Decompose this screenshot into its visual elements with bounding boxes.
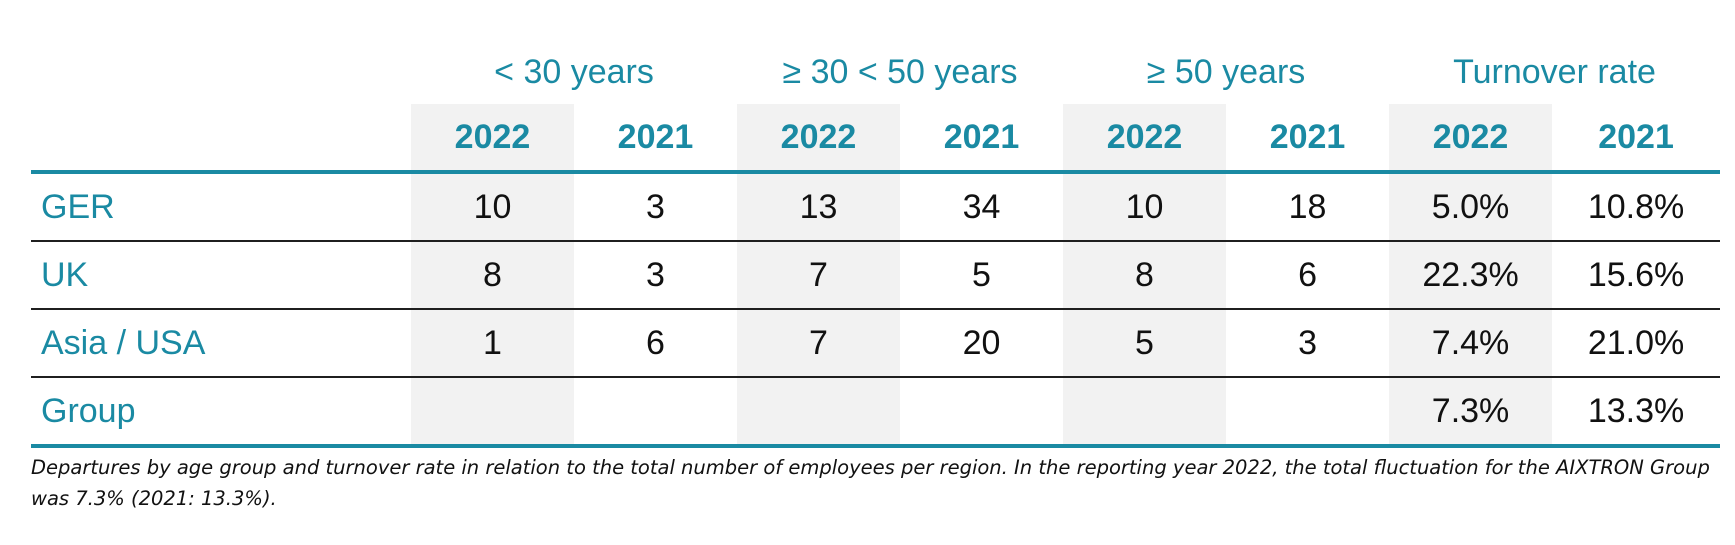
table-row: Asia / USA 1 6 7 20 5 3 7.4% 21.0% [31, 309, 1721, 378]
region-label: GER [31, 172, 411, 242]
year-corner-blank [31, 104, 411, 174]
year-header-row: 2022 2021 2022 2021 2022 2021 2022 2021 [31, 104, 1721, 174]
table-cell: 1 [411, 309, 574, 378]
table-cell: 5 [900, 241, 1064, 310]
year-header: 2022 [1063, 104, 1227, 174]
table-cell: 5.0% [1389, 172, 1553, 242]
table-row: GER 10 3 13 34 10 18 5.0% 10.8% [31, 172, 1721, 242]
table-cell: 13.3% [1552, 377, 1721, 448]
table-cell: 3 [1226, 309, 1390, 378]
table-cell: 8 [411, 241, 574, 310]
departures-table: < 30 years ≥ 30 < 50 years ≥ 50 years Tu… [31, 40, 1721, 448]
table-cell: 7 [737, 309, 900, 378]
table-cell: 20 [900, 309, 1064, 378]
table-cell: 7.4% [1389, 309, 1553, 378]
year-header: 2021 [900, 104, 1064, 174]
table-cell: 15.6% [1552, 241, 1721, 310]
table-cell: 8 [1063, 241, 1227, 310]
table-cell: 22.3% [1389, 241, 1553, 310]
region-label: Group [31, 377, 411, 448]
table-cell: 7.3% [1389, 377, 1553, 448]
year-header: 2021 [1226, 104, 1390, 174]
year-header: 2021 [1552, 104, 1721, 174]
group-header-turnover-rate: Turnover rate [1453, 52, 1656, 91]
year-header: 2022 [1389, 104, 1553, 174]
year-header: 2021 [574, 104, 737, 174]
table-cell: 10.8% [1552, 172, 1721, 242]
age-group-header-row: < 30 years ≥ 30 < 50 years ≥ 50 years Tu… [31, 40, 1720, 104]
table-cell [574, 377, 737, 448]
region-label: Asia / USA [31, 309, 411, 378]
table-cell: 3 [574, 241, 737, 310]
year-header: 2022 [737, 104, 900, 174]
table-cell [1063, 377, 1227, 448]
table-cell: 10 [1063, 172, 1227, 242]
table-cell [900, 377, 1064, 448]
table-cell: 34 [900, 172, 1064, 242]
group-header-under-30: < 30 years [494, 52, 654, 91]
table-row: UK 8 3 7 5 8 6 22.3% 15.6% [31, 241, 1721, 310]
table-cell: 5 [1063, 309, 1227, 378]
table-cell: 6 [1226, 241, 1390, 310]
table-cell [411, 377, 574, 448]
departures-table-container: < 30 years ≥ 30 < 50 years ≥ 50 years Tu… [31, 40, 1721, 448]
group-header-over-50: ≥ 50 years [1146, 52, 1306, 91]
group-header-30-to-50: ≥ 30 < 50 years [782, 52, 1018, 91]
table-cell: 21.0% [1552, 309, 1721, 378]
table-cell: 3 [574, 172, 737, 242]
table-cell [737, 377, 900, 448]
table-cell: 7 [737, 241, 900, 310]
region-label: UK [31, 241, 411, 310]
table-row: Group 7.3% 13.3% [31, 377, 1721, 448]
year-header: 2022 [411, 104, 574, 174]
table-cell: 18 [1226, 172, 1390, 242]
table-cell: 13 [737, 172, 900, 242]
corner-blank [31, 40, 411, 104]
table-cell: 6 [574, 309, 737, 378]
table-cell [1226, 377, 1390, 448]
table-cell: 10 [411, 172, 574, 242]
table-footnote: Departures by age group and turnover rat… [31, 456, 1710, 510]
